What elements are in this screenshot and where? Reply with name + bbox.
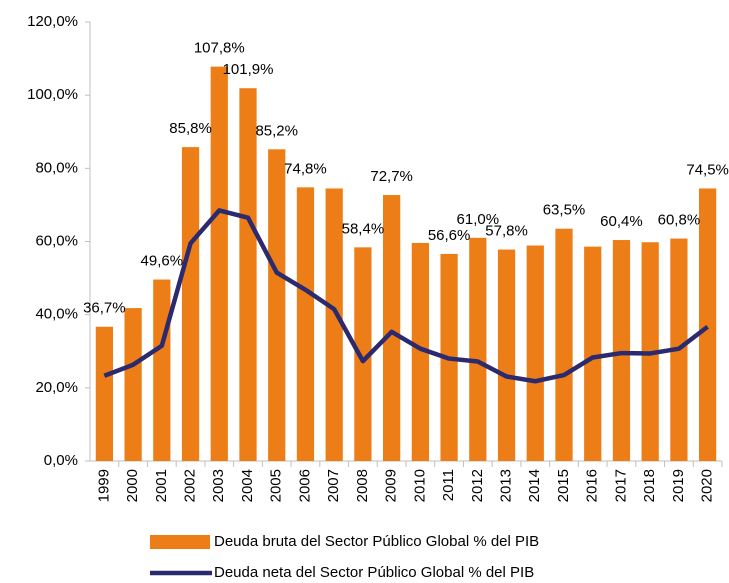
bar xyxy=(210,66,228,462)
x-tick-label: 2004 xyxy=(239,469,256,502)
line xyxy=(103,208,710,384)
bar xyxy=(268,149,286,461)
bar xyxy=(95,326,113,461)
x-tick-label: 2020 xyxy=(699,469,716,502)
bar xyxy=(354,247,372,461)
data-label: 74,5% xyxy=(686,161,729,178)
bar xyxy=(325,188,343,461)
legend-swatch xyxy=(150,535,210,549)
bar xyxy=(699,188,717,461)
x-tick-label: 2001 xyxy=(153,469,170,502)
x-tick-label: 2013 xyxy=(498,469,515,502)
x-tick-label: 2019 xyxy=(670,469,687,502)
x-tick-label: 2009 xyxy=(383,469,400,502)
legend-label: Deuda bruta del Sector Público Global % … xyxy=(214,533,539,550)
x-tick-label: 2007 xyxy=(325,469,342,502)
x-tick-label: 2011 xyxy=(440,469,457,501)
data-label: 85,2% xyxy=(255,122,298,139)
data-label: 58,4% xyxy=(342,220,385,237)
x-tick-label: 2010 xyxy=(411,469,428,502)
data-label: 57,8% xyxy=(485,223,528,240)
bar xyxy=(411,242,429,461)
y-tick-label: 0,0% xyxy=(44,452,78,469)
data-label: 85,8% xyxy=(169,120,212,137)
x-tick-label: 2000 xyxy=(124,469,141,502)
y-tick-label: 60,0% xyxy=(35,232,78,249)
bar xyxy=(612,240,631,461)
bar xyxy=(296,187,315,461)
bar xyxy=(383,195,401,461)
data-label: 61,0% xyxy=(457,211,500,228)
y-tick-label: 100,0% xyxy=(27,86,78,103)
x-tick-label: 2006 xyxy=(296,469,313,502)
data-label: 60,8% xyxy=(658,212,701,229)
y-tick-label: 80,0% xyxy=(35,159,78,176)
x-tick-label: 2018 xyxy=(641,469,658,502)
data-label: 101,9% xyxy=(223,61,274,78)
bar xyxy=(469,237,487,461)
bar xyxy=(526,245,544,461)
x-tick-label: 2002 xyxy=(182,469,199,502)
x-tick-label: 2016 xyxy=(584,469,601,502)
x-tick-label: 2003 xyxy=(210,469,227,502)
y-tick-label: 40,0% xyxy=(35,306,78,323)
data-label: 60,4% xyxy=(600,213,643,230)
bar xyxy=(497,249,516,461)
bar xyxy=(555,228,573,461)
x-tick-label: 2005 xyxy=(268,469,285,502)
x-tick-label: 2014 xyxy=(526,469,543,502)
x-tick-label: 2017 xyxy=(612,469,629,502)
legend-label: Deuda neta del Sector Público Global % d… xyxy=(214,564,534,581)
data-label: 107,8% xyxy=(194,40,245,57)
x-tick-label: 2015 xyxy=(555,469,572,502)
x-tick-label: 2012 xyxy=(469,469,486,502)
data-label: 74,8% xyxy=(284,160,327,177)
bar xyxy=(153,279,171,461)
data-label: 63,5% xyxy=(543,202,586,219)
bar xyxy=(584,246,602,461)
x-tick-label: 2008 xyxy=(354,469,371,502)
x-tick-label: 1999 xyxy=(95,469,112,502)
bar xyxy=(124,308,142,461)
bar xyxy=(181,147,200,462)
bar xyxy=(239,88,257,462)
data-label: 56,6% xyxy=(428,227,471,244)
y-tick-label: 120,0% xyxy=(27,13,78,30)
data-label: 36,7% xyxy=(83,300,126,317)
data-label: 72,7% xyxy=(370,168,413,185)
data-label: 49,6% xyxy=(141,253,184,270)
y-tick-label: 20,0% xyxy=(35,379,78,396)
